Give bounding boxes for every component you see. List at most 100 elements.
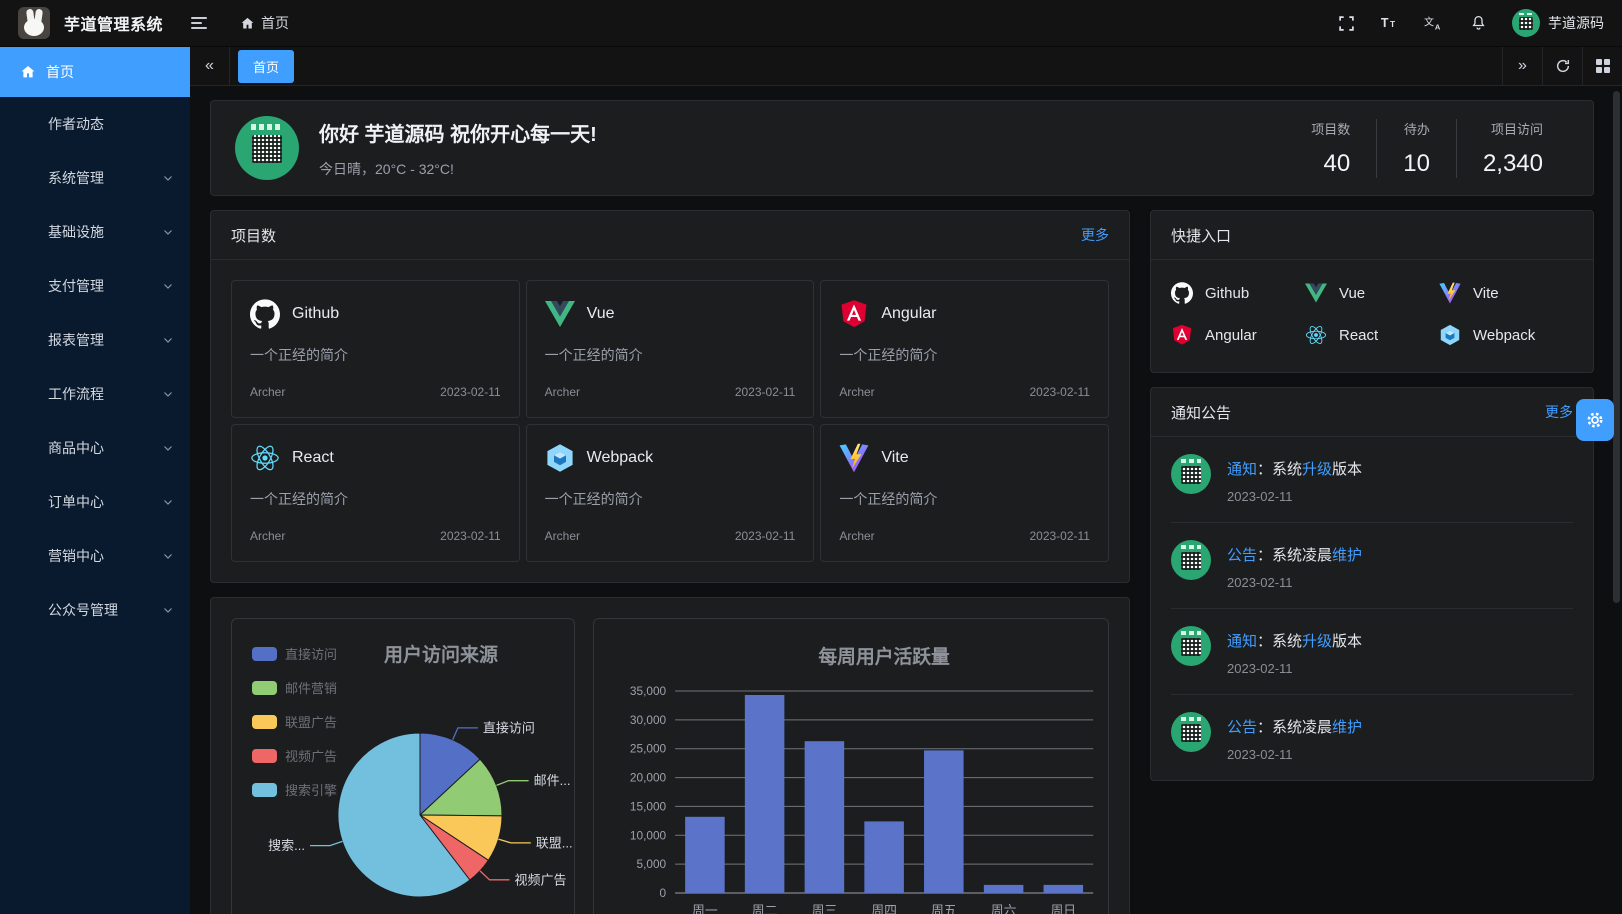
sidebar-item-9[interactable]: 营销中心: [0, 529, 190, 583]
notices-more-link[interactable]: 更多: [1545, 404, 1573, 420]
notice-item-1[interactable]: 公告：系统凌晨维护 2023-02-11: [1171, 523, 1573, 609]
sidebar-item-6[interactable]: 工作流程: [0, 367, 190, 421]
notice-item-3[interactable]: 公告：系统凌晨维护 2023-02-11: [1171, 695, 1573, 780]
sidebar-item-label: 基础设施: [48, 224, 104, 240]
svg-text:搜索引擎: 搜索引擎: [285, 783, 337, 798]
sidebar-item-10[interactable]: 公众号管理: [0, 583, 190, 637]
svg-text:10,000: 10,000: [630, 828, 667, 842]
pie-chart[interactable]: 用户访问来源 直接访问 邮件营销 联盟广告 视频广告 搜索引擎 直接访问 邮件... 联盟...…: [231, 618, 575, 914]
project-desc: 一个正经的简介: [544, 491, 643, 507]
shortcut-vue[interactable]: Vue: [1305, 282, 1439, 304]
shortcut-webpack[interactable]: Webpack: [1439, 324, 1573, 346]
bar-chart[interactable]: 每周用户活跃量 0 5,000 10,000 15,000 20,000 25,000 30,…: [593, 618, 1109, 914]
app-title: 芋道管理系统: [64, 17, 164, 34]
sidebar-item-label: 公众号管理: [48, 602, 118, 618]
shortcut-vite[interactable]: Vite: [1439, 282, 1573, 304]
username: 芋道源码: [1548, 15, 1604, 31]
stat-label: 待办: [1403, 121, 1430, 137]
notice-date: 2023-02-11: [1227, 747, 1293, 762]
svg-text:15,000: 15,000: [630, 799, 667, 813]
projects-card-title: 项目数: [231, 227, 277, 245]
chevron-down-icon: [162, 550, 174, 562]
shortcuts-card-title: 快捷入口: [1171, 227, 1232, 245]
shortcut-react[interactable]: React: [1305, 324, 1439, 346]
project-card-react[interactable]: React 一个正经的简介 Archer 2023-02-11: [231, 424, 520, 562]
refresh-icon[interactable]: [1542, 47, 1582, 85]
svg-text:周日: 周日: [1050, 903, 1076, 914]
sidebar: 首页作者动态 系统管理基础设施支付管理 报表管理 工作流程 商品中心 订单中心 营销中心公众…: [0, 47, 190, 914]
angular-icon: [1171, 324, 1193, 346]
sidebar-item-label: 首页: [46, 64, 74, 80]
webpack-icon: [545, 443, 575, 473]
project-name: Angular: [881, 305, 937, 322]
sidebar-item-8[interactable]: 订单中心: [0, 475, 190, 529]
shortcut-label: Angular: [1205, 326, 1257, 344]
stat-0: 项目数 40: [1285, 119, 1376, 178]
chevron-down-icon: [162, 496, 174, 508]
fullscreen-icon[interactable]: [1336, 13, 1356, 33]
tabs-scroll-right-button[interactable]: »: [1502, 47, 1542, 85]
welcome-banner: 你好 芋道源码 祝你开心每一天! 今日晴，20°C - 32°C! 项目数 40…: [210, 100, 1594, 196]
github-icon: [250, 299, 280, 329]
project-date: 2023-02-11: [440, 385, 501, 399]
notice-avatar: [1171, 712, 1211, 752]
theme-settings-button[interactable]: [1576, 399, 1614, 441]
sidebar-item-3[interactable]: 基础设施: [0, 205, 190, 259]
project-author: Archer: [839, 529, 875, 543]
breadcrumb-label: 首页: [261, 15, 290, 31]
tabbar: « 首页 »: [190, 47, 1622, 86]
grid-icon[interactable]: [1582, 47, 1622, 85]
projects-more-link[interactable]: 更多: [1081, 227, 1109, 243]
vite-icon: [839, 443, 869, 473]
user-menu[interactable]: 芋道源码: [1512, 9, 1604, 37]
react-icon: [250, 443, 280, 473]
gear-icon: [1585, 410, 1605, 430]
stat-label: 项目访问: [1490, 121, 1543, 137]
welcome-avatar: [235, 116, 299, 180]
stats-row: 项目数 40 待办 10 项目访问 2,340: [1285, 118, 1569, 178]
tabs-scroll-left-button[interactable]: «: [190, 47, 230, 85]
project-card-angular[interactable]: Angular 一个正经的简介 Archer 2023-02-11: [820, 280, 1109, 418]
svg-text:周一: 周一: [692, 903, 718, 914]
project-date: 2023-02-11: [1029, 529, 1090, 543]
notice-avatar: [1171, 454, 1211, 494]
stat-2: 项目访问 2,340: [1455, 118, 1569, 178]
sidebar-item-4[interactable]: 支付管理: [0, 259, 190, 313]
vite-icon: [1439, 282, 1461, 304]
svg-text:搜索...: 搜索...: [268, 838, 305, 853]
sidebar-item-2[interactable]: 系统管理: [0, 151, 190, 205]
breadcrumb[interactable]: 首页: [239, 13, 289, 33]
svg-text:邮件...: 邮件...: [534, 773, 571, 788]
shortcut-github[interactable]: Github: [1171, 282, 1305, 304]
tab-home[interactable]: 首页: [238, 49, 295, 83]
project-card-webpack[interactable]: Webpack 一个正经的简介 Archer 2023-02-11: [525, 424, 815, 562]
notices-card: 通知公告 更多 通知：系统升级版本 2023-02-11 公告：系统凌晨维护 2…: [1150, 387, 1594, 781]
svg-text:周六: 周六: [991, 903, 1017, 914]
scrollbar[interactable]: [1612, 89, 1621, 914]
project-card-github[interactable]: Github 一个正经的简介 Archer 2023-02-11: [231, 280, 520, 418]
stat-label: 项目数: [1311, 121, 1351, 137]
notice-title: 公告：系统凌晨维护: [1227, 719, 1363, 736]
chevron-down-icon: [162, 442, 174, 454]
notice-item-0[interactable]: 通知：系统升级版本 2023-02-11: [1171, 437, 1573, 523]
project-card-vue[interactable]: Vue 一个正经的简介 Archer 2023-02-11: [525, 280, 815, 418]
sidebar-item-7[interactable]: 商品中心: [0, 421, 190, 475]
project-desc: 一个正经的简介: [839, 491, 938, 507]
project-author: Archer: [250, 529, 286, 543]
sidebar-item-5[interactable]: 报表管理: [0, 313, 190, 367]
sidebar-item-1[interactable]: 作者动态: [0, 97, 190, 151]
notice-title: 公告：系统凌晨维护: [1227, 547, 1363, 564]
shortcut-angular[interactable]: Angular: [1171, 324, 1305, 346]
svg-text:直接访问: 直接访问: [285, 647, 337, 662]
notice-item-2[interactable]: 通知：系统升级版本 2023-02-11: [1171, 609, 1573, 695]
project-card-vite[interactable]: Vite 一个正经的简介 Archer 2023-02-11: [820, 424, 1109, 562]
sidebar-item-home[interactable]: 首页: [0, 47, 190, 97]
menu-fold-icon[interactable]: [191, 17, 208, 29]
svg-text:20,000: 20,000: [630, 771, 667, 785]
svg-text:联盟...: 联盟...: [536, 835, 573, 850]
bell-icon[interactable]: [1468, 13, 1488, 33]
project-author: Archer: [544, 385, 580, 399]
stat-1: 待办 10: [1376, 118, 1456, 178]
